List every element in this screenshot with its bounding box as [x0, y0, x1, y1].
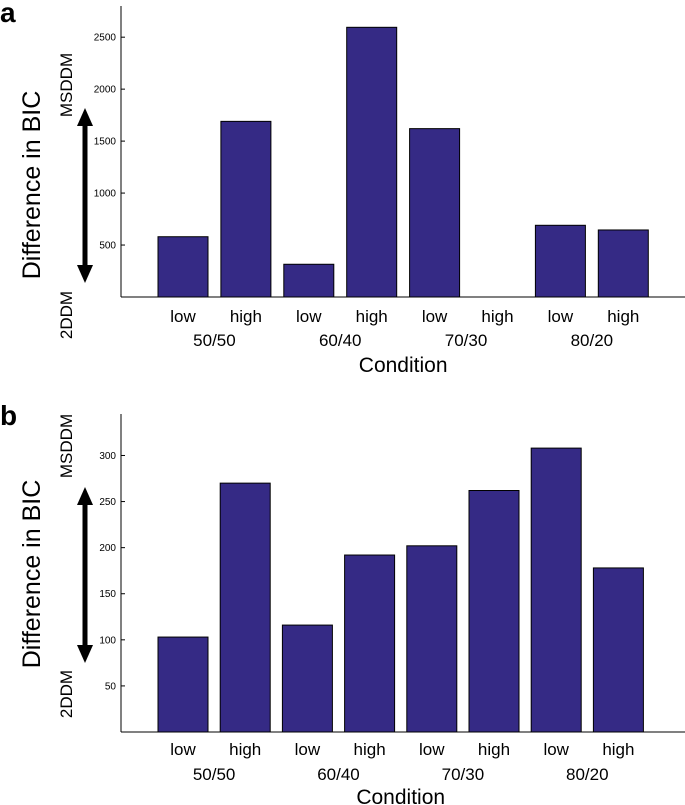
x-axis-label: Condition — [359, 354, 448, 377]
bar-70/30-high — [468, 490, 520, 733]
top-model-label: MSDDM — [57, 414, 76, 478]
y-tick-label: 1000 — [94, 189, 117, 200]
group-label: 60/40 — [317, 765, 360, 784]
x-tick-label: low — [170, 740, 196, 759]
y-axis-label: Difference in BIC — [18, 480, 46, 669]
x-tick-label: high — [481, 307, 513, 326]
y-axis-label: Difference in BIC — [18, 91, 46, 280]
bar-60/40-low — [281, 624, 333, 733]
x-tick-label: low — [419, 740, 445, 759]
x-tick-label: high — [602, 740, 634, 759]
bar-80/20-low — [530, 447, 582, 733]
arrow-head-down — [77, 645, 93, 663]
chart-panel-a: a 500 1000 1500 2000 2500 low high low high low hig… — [0, 0, 685, 377]
bar-60/40-high — [344, 554, 396, 733]
bottom-model-label: 2DDM — [57, 670, 76, 718]
bottom-model-label: 2DDM — [57, 291, 76, 339]
arrow-head-down — [77, 265, 93, 283]
panel-letter: b — [0, 400, 17, 431]
arrow-head-up — [77, 487, 93, 505]
y-tick-label: 1500 — [94, 137, 117, 148]
top-model-label: MSDDM — [57, 53, 76, 117]
group-label: 50/50 — [193, 331, 236, 350]
group-label: 50/50 — [193, 765, 236, 784]
group-label: 80/20 — [571, 331, 614, 350]
group-label: 60/40 — [319, 331, 362, 350]
bar-80/20-high — [592, 567, 644, 733]
x-tick-label: low — [170, 307, 196, 326]
x-tick-label: high — [607, 307, 639, 326]
y-tick-label: 500 — [99, 241, 116, 252]
x-tick-label: high — [230, 307, 262, 326]
group-label: 70/30 — [442, 765, 485, 784]
group-label: 80/20 — [566, 765, 609, 784]
x-axis-label: Condition — [356, 786, 445, 805]
bar-60/40-low — [283, 263, 335, 298]
bar-50/50-low — [157, 236, 209, 298]
x-tick-label: low — [295, 740, 321, 759]
x-tick-label: low — [296, 307, 322, 326]
y-tick-label: 250 — [99, 497, 116, 508]
bar-50/50-low — [157, 636, 209, 733]
bar-70/30-low — [406, 545, 458, 733]
y-tick-label: 2500 — [94, 33, 117, 44]
bar-70/30-low — [409, 128, 461, 298]
y-tick-label: 200 — [99, 543, 116, 554]
x-tick-label: high — [478, 740, 510, 759]
bar-80/20-low — [534, 224, 586, 298]
bar-60/40-high — [346, 26, 398, 298]
x-tick-label: low — [422, 307, 448, 326]
y-tick-label: 300 — [99, 451, 116, 462]
y-tick-label: 150 — [99, 589, 116, 600]
y-tick-label: 50 — [105, 681, 117, 692]
chart-panel-b: b 50 100 150 200 250 300 low high low high low high l… — [0, 400, 685, 805]
x-tick-label: high — [229, 740, 261, 759]
bar-80/20-high — [597, 229, 649, 298]
arrow-head-up — [77, 108, 93, 126]
x-tick-label: low — [543, 740, 569, 759]
x-tick-label: high — [354, 740, 386, 759]
bar-50/50-high — [220, 120, 272, 298]
x-tick-label: high — [356, 307, 388, 326]
x-tick-label: low — [548, 307, 574, 326]
panel-letter: a — [0, 0, 16, 28]
bar-50/50-high — [219, 482, 271, 733]
y-tick-label: 2000 — [94, 85, 117, 96]
group-label: 70/30 — [445, 331, 488, 350]
y-tick-label: 100 — [99, 635, 116, 646]
